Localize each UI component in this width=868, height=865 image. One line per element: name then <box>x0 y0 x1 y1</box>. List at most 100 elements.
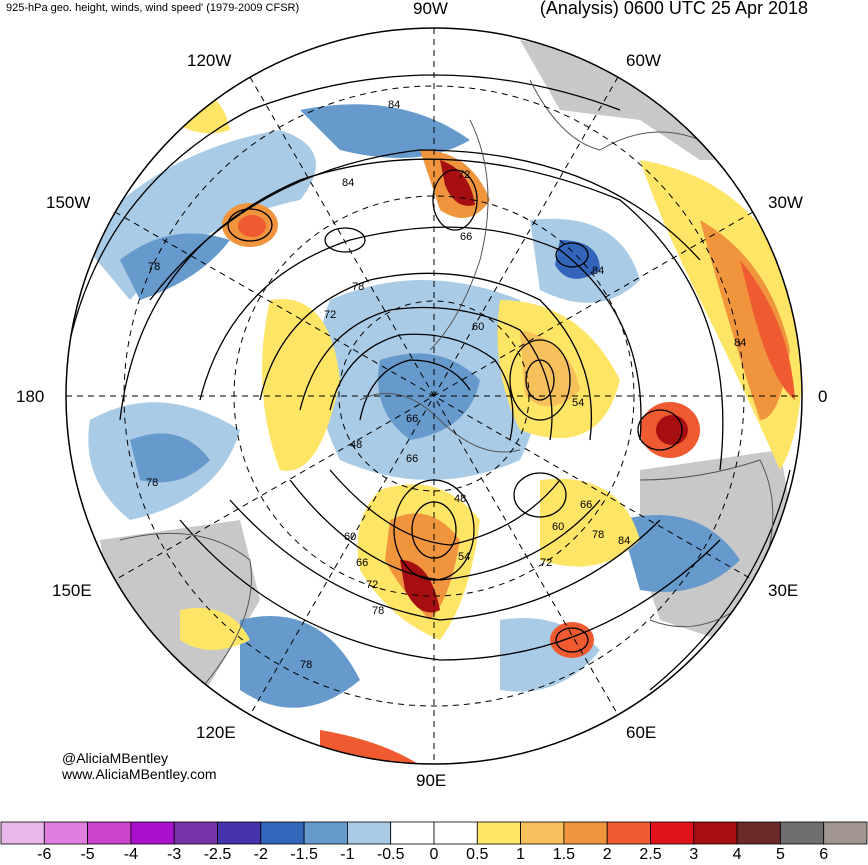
lon-label-180: 180 <box>16 387 45 406</box>
contour-label: 54 <box>458 551 470 563</box>
lon-label-120w: 120W <box>187 51 232 70</box>
colorbar-tick-label: 5 <box>775 846 785 863</box>
neg-blob <box>240 616 360 708</box>
colorbar-box <box>346 821 392 845</box>
contour-label: 66 <box>356 557 368 569</box>
pos-blob <box>238 215 266 237</box>
credit-website: www.AliciaMBentley.com <box>62 766 217 782</box>
colorbar-box <box>0 821 45 845</box>
contour-label: 72 <box>324 309 336 321</box>
colorbar-box <box>217 821 262 845</box>
contour-label: 78 <box>146 477 158 489</box>
contour-label: 54 <box>572 397 584 409</box>
colorbar-labels: -6 -5 -4 -3 -2.5 -2 -1.5 -1 -0.5 0 0.5 1 1.5 2 2.5 3 4 5 6 <box>0 846 868 864</box>
colorbar-tick-label: -3 <box>167 846 182 863</box>
pos-blob <box>740 260 795 400</box>
height-contours <box>66 74 791 761</box>
lon-label-60w: 60W <box>626 51 661 70</box>
contour-label: 72 <box>540 557 552 569</box>
pos-blob <box>180 608 250 650</box>
contour-label: 60 <box>552 521 564 533</box>
colorbar-tick-label: 6 <box>819 846 829 863</box>
pos-blob <box>385 513 460 620</box>
colorbar-box <box>173 821 218 845</box>
colorbar-box <box>693 821 738 845</box>
contour-value-labels: 84 84 78 78 72 66 66 60 84 84 78 48 54 7… <box>146 99 746 671</box>
colorbar-box <box>43 821 88 845</box>
pos-blob <box>700 220 790 420</box>
contour-label: 78 <box>300 659 312 671</box>
contour-label: 84 <box>734 337 746 349</box>
colorbar-box <box>563 821 608 845</box>
lon-label-150e: 150E <box>52 581 92 600</box>
contour-label: 84 <box>342 177 354 189</box>
colorbar <box>0 821 868 845</box>
colorbar-tick-label: -2.5 <box>203 846 232 863</box>
colorbar-tick-label: -5 <box>80 846 95 863</box>
colorbar-tick-label: -6 <box>37 846 52 863</box>
contour-label: 60 <box>344 531 356 543</box>
lon-label-60e: 60E <box>626 723 657 742</box>
contour-label: 84 <box>388 99 400 111</box>
colorbar-tick-label: -1.5 <box>290 846 318 863</box>
contour-label: 48 <box>454 493 466 505</box>
contour-label: 72 <box>458 169 470 181</box>
lon-label-150w: 150W <box>46 193 91 212</box>
colorbar-box <box>736 821 781 845</box>
map-title: (Analysis) 0600 UTC 25 Apr 2018 <box>539 0 808 18</box>
colorbar-tick-label: 1 <box>516 846 526 863</box>
neg-blob <box>300 104 470 158</box>
lon-label-30w: 30W <box>768 193 803 212</box>
neg-blob <box>120 233 230 300</box>
neg-blob <box>378 353 480 440</box>
colorbar-tick-label: 1.5 <box>552 846 576 863</box>
shading-layer <box>66 28 802 764</box>
colorbar-box <box>780 821 825 845</box>
colorbar-tick-label: 2.5 <box>639 846 662 863</box>
contour-label: 84 <box>618 535 630 547</box>
lon-label-120e: 120E <box>196 723 236 742</box>
colorbar-box <box>520 821 565 845</box>
contour-label: 78 <box>148 261 160 273</box>
colorbar-tick-label: 3 <box>689 846 699 863</box>
colorbar-tick-label: 2 <box>602 846 612 863</box>
colorbar-box <box>606 821 651 845</box>
contour-label: 78 <box>592 529 604 541</box>
contour-label: 66 <box>406 453 418 465</box>
colorbar-box <box>390 821 435 845</box>
contour-label: 66 <box>406 413 418 425</box>
contour-label: 66 <box>580 499 592 511</box>
contour-label: 72 <box>366 579 378 591</box>
contour-label: 84 <box>592 265 604 277</box>
neg-blob <box>130 433 210 483</box>
graticule <box>66 28 802 764</box>
colorbar-box <box>303 821 348 845</box>
colorbar-box <box>87 821 132 845</box>
colorbar-box <box>130 821 175 845</box>
colorbar-tick-label: -2 <box>253 846 268 863</box>
colorbar-tick-label: -4 <box>123 846 139 863</box>
colorbar-box <box>650 821 695 845</box>
colorbar-tick-label: -0.5 <box>376 846 405 863</box>
colorbar-tick-label: 0 <box>429 846 439 863</box>
pos-blob <box>656 415 688 445</box>
contour-label: 66 <box>460 231 472 243</box>
colorbar-tick-label: 4 <box>732 846 742 863</box>
contour-label: 48 <box>350 439 362 451</box>
lon-label-30e: 30E <box>768 581 799 600</box>
contour-label: 60 <box>472 321 484 333</box>
colorbar-box <box>476 821 521 845</box>
colorbar-tick-label: 0.5 <box>466 846 489 863</box>
colorbar-box <box>433 821 478 845</box>
contour-label: 78 <box>352 281 364 293</box>
lon-label-90w: 90W <box>413 0 448 18</box>
neg-blob <box>555 240 600 279</box>
colorbar-tick-label: -1 <box>340 846 355 863</box>
map-border <box>65 27 803 765</box>
colorbar-box <box>260 821 305 845</box>
coastlines <box>119 79 774 691</box>
credit-handle: @AliciaMBentley <box>62 750 169 766</box>
map-subtitle: 925-hPa geo. height, winds, wind speed' … <box>6 2 300 14</box>
colorbar-box <box>823 821 868 845</box>
